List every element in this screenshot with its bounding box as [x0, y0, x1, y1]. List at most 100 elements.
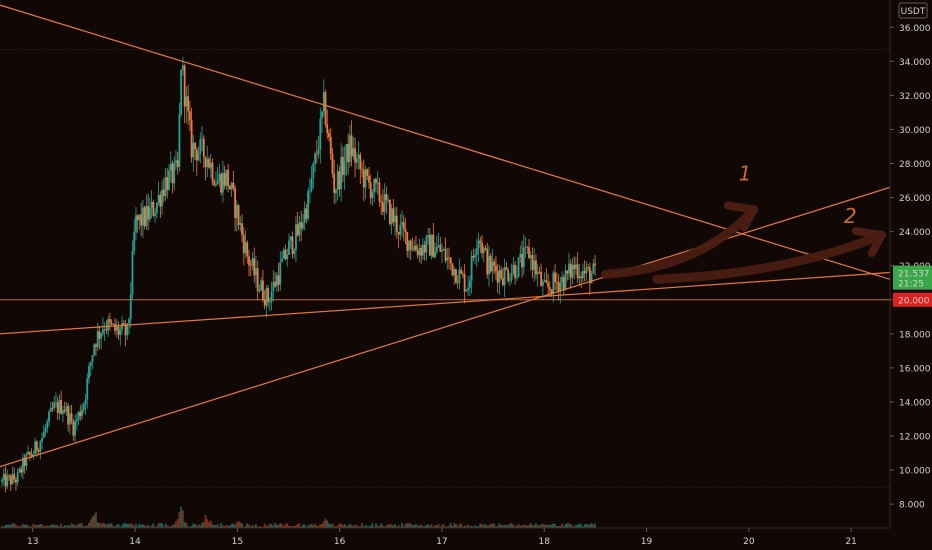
- candle-body: [569, 263, 572, 278]
- volume-bar: [573, 526, 576, 528]
- volume-bar: [112, 526, 115, 528]
- volume-bar: [548, 524, 551, 528]
- annotation-label-2: 2: [844, 204, 857, 228]
- candle-body: [348, 135, 351, 163]
- candle-body: [173, 162, 176, 184]
- volume-bar: [135, 523, 137, 528]
- volume-bar: [462, 526, 464, 528]
- candle-body: [557, 282, 560, 292]
- candle-body: [282, 249, 285, 259]
- volume-bar: [416, 525, 419, 528]
- candle-body: [411, 249, 414, 251]
- volume-bar: [95, 512, 97, 528]
- volume-bar: [355, 524, 358, 528]
- volume-bar: [317, 525, 320, 528]
- volume-bar: [194, 524, 196, 528]
- volume-bar: [2, 526, 5, 528]
- volume-bar: [213, 525, 216, 528]
- volume-bar: [131, 523, 134, 528]
- volume-bar: [505, 524, 508, 528]
- volume-bar: [293, 525, 296, 528]
- candle-body: [371, 192, 374, 198]
- volume-bar: [103, 523, 106, 528]
- time-tick-label: 21: [845, 537, 856, 547]
- candle-body: [425, 236, 428, 253]
- volume-bar: [121, 525, 123, 528]
- currency-badge[interactable]: USDT: [898, 2, 928, 19]
- candle-body: [166, 177, 169, 191]
- volume-bar: [474, 525, 476, 528]
- candle-body: [121, 323, 123, 330]
- candle-body: [535, 260, 537, 275]
- candle-body: [41, 437, 43, 442]
- candle-body: [522, 247, 525, 268]
- candle-body: [333, 173, 336, 194]
- candle-body: [60, 399, 63, 414]
- candle-body: [20, 468, 23, 473]
- volume-bar: [227, 525, 230, 528]
- price-tick-label: 30.000: [899, 126, 931, 136]
- volume-bar: [361, 523, 363, 528]
- candle-body: [295, 224, 297, 250]
- volume-bar: [272, 525, 275, 528]
- volume-bar: [392, 525, 395, 528]
- volume-bar: [581, 526, 584, 528]
- volume-bar: [449, 523, 452, 528]
- volume-bar: [402, 526, 405, 528]
- volume-bar: [230, 523, 233, 528]
- volume-bar: [453, 523, 456, 528]
- time-axis[interactable]: 13 14 15 16 17 18 19 20 21: [0, 527, 890, 547]
- volume-bar: [55, 524, 57, 528]
- candle-body: [590, 273, 593, 284]
- volume-bar: [538, 525, 541, 528]
- candle-body: [581, 271, 584, 279]
- candle-body: [453, 269, 456, 276]
- volume-bar: [425, 525, 428, 528]
- annotation-arrow-2: [652, 230, 887, 284]
- volume-bar: [9, 524, 12, 528]
- volume-bar: [552, 523, 555, 528]
- volume-bar: [201, 522, 203, 528]
- volume-bar: [566, 523, 569, 528]
- candle-body: [378, 182, 381, 202]
- volume-bar: [178, 512, 181, 528]
- volume-bar: [489, 523, 492, 528]
- price-tick-label: 28.000: [899, 160, 931, 170]
- volume-bar: [195, 525, 198, 528]
- volume-bar: [48, 526, 50, 528]
- volume-bar: [138, 523, 141, 528]
- price-axis[interactable]: 8.000 10.000 12.000 14.000 16.000 18.000 20.00…: [889, 0, 932, 528]
- volume-bar: [364, 524, 367, 528]
- candle-body: [564, 270, 567, 291]
- volume-bar: [308, 524, 311, 528]
- volume-bar: [338, 523, 341, 528]
- volume-bar: [8, 524, 10, 528]
- volume-bar: [53, 524, 56, 528]
- volume-bar: [98, 523, 101, 528]
- volume-bar: [275, 524, 278, 528]
- volume-bar: [383, 526, 386, 528]
- volume-bar: [136, 526, 139, 528]
- volume-bar: [129, 523, 132, 528]
- candle-body: [223, 173, 226, 186]
- candle-body: [147, 206, 150, 220]
- candle-body: [192, 142, 195, 158]
- volume-bar: [528, 524, 530, 528]
- candle-body: [114, 323, 116, 331]
- volume-bar: [117, 523, 120, 528]
- candle-body: [435, 246, 438, 252]
- volume-bar: [333, 526, 336, 528]
- volume-bar: [244, 525, 247, 528]
- volume-bar: [387, 524, 390, 528]
- candle-body: [448, 257, 450, 259]
- volume-bar: [56, 525, 59, 528]
- candle-body: [49, 407, 52, 412]
- candle-body: [234, 188, 236, 218]
- candle-body: [206, 158, 209, 168]
- volume-bar: [470, 525, 473, 528]
- volume-bar: [154, 526, 156, 528]
- volume-bar: [545, 525, 548, 528]
- candle-body: [143, 207, 146, 227]
- volume-bar: [218, 526, 221, 528]
